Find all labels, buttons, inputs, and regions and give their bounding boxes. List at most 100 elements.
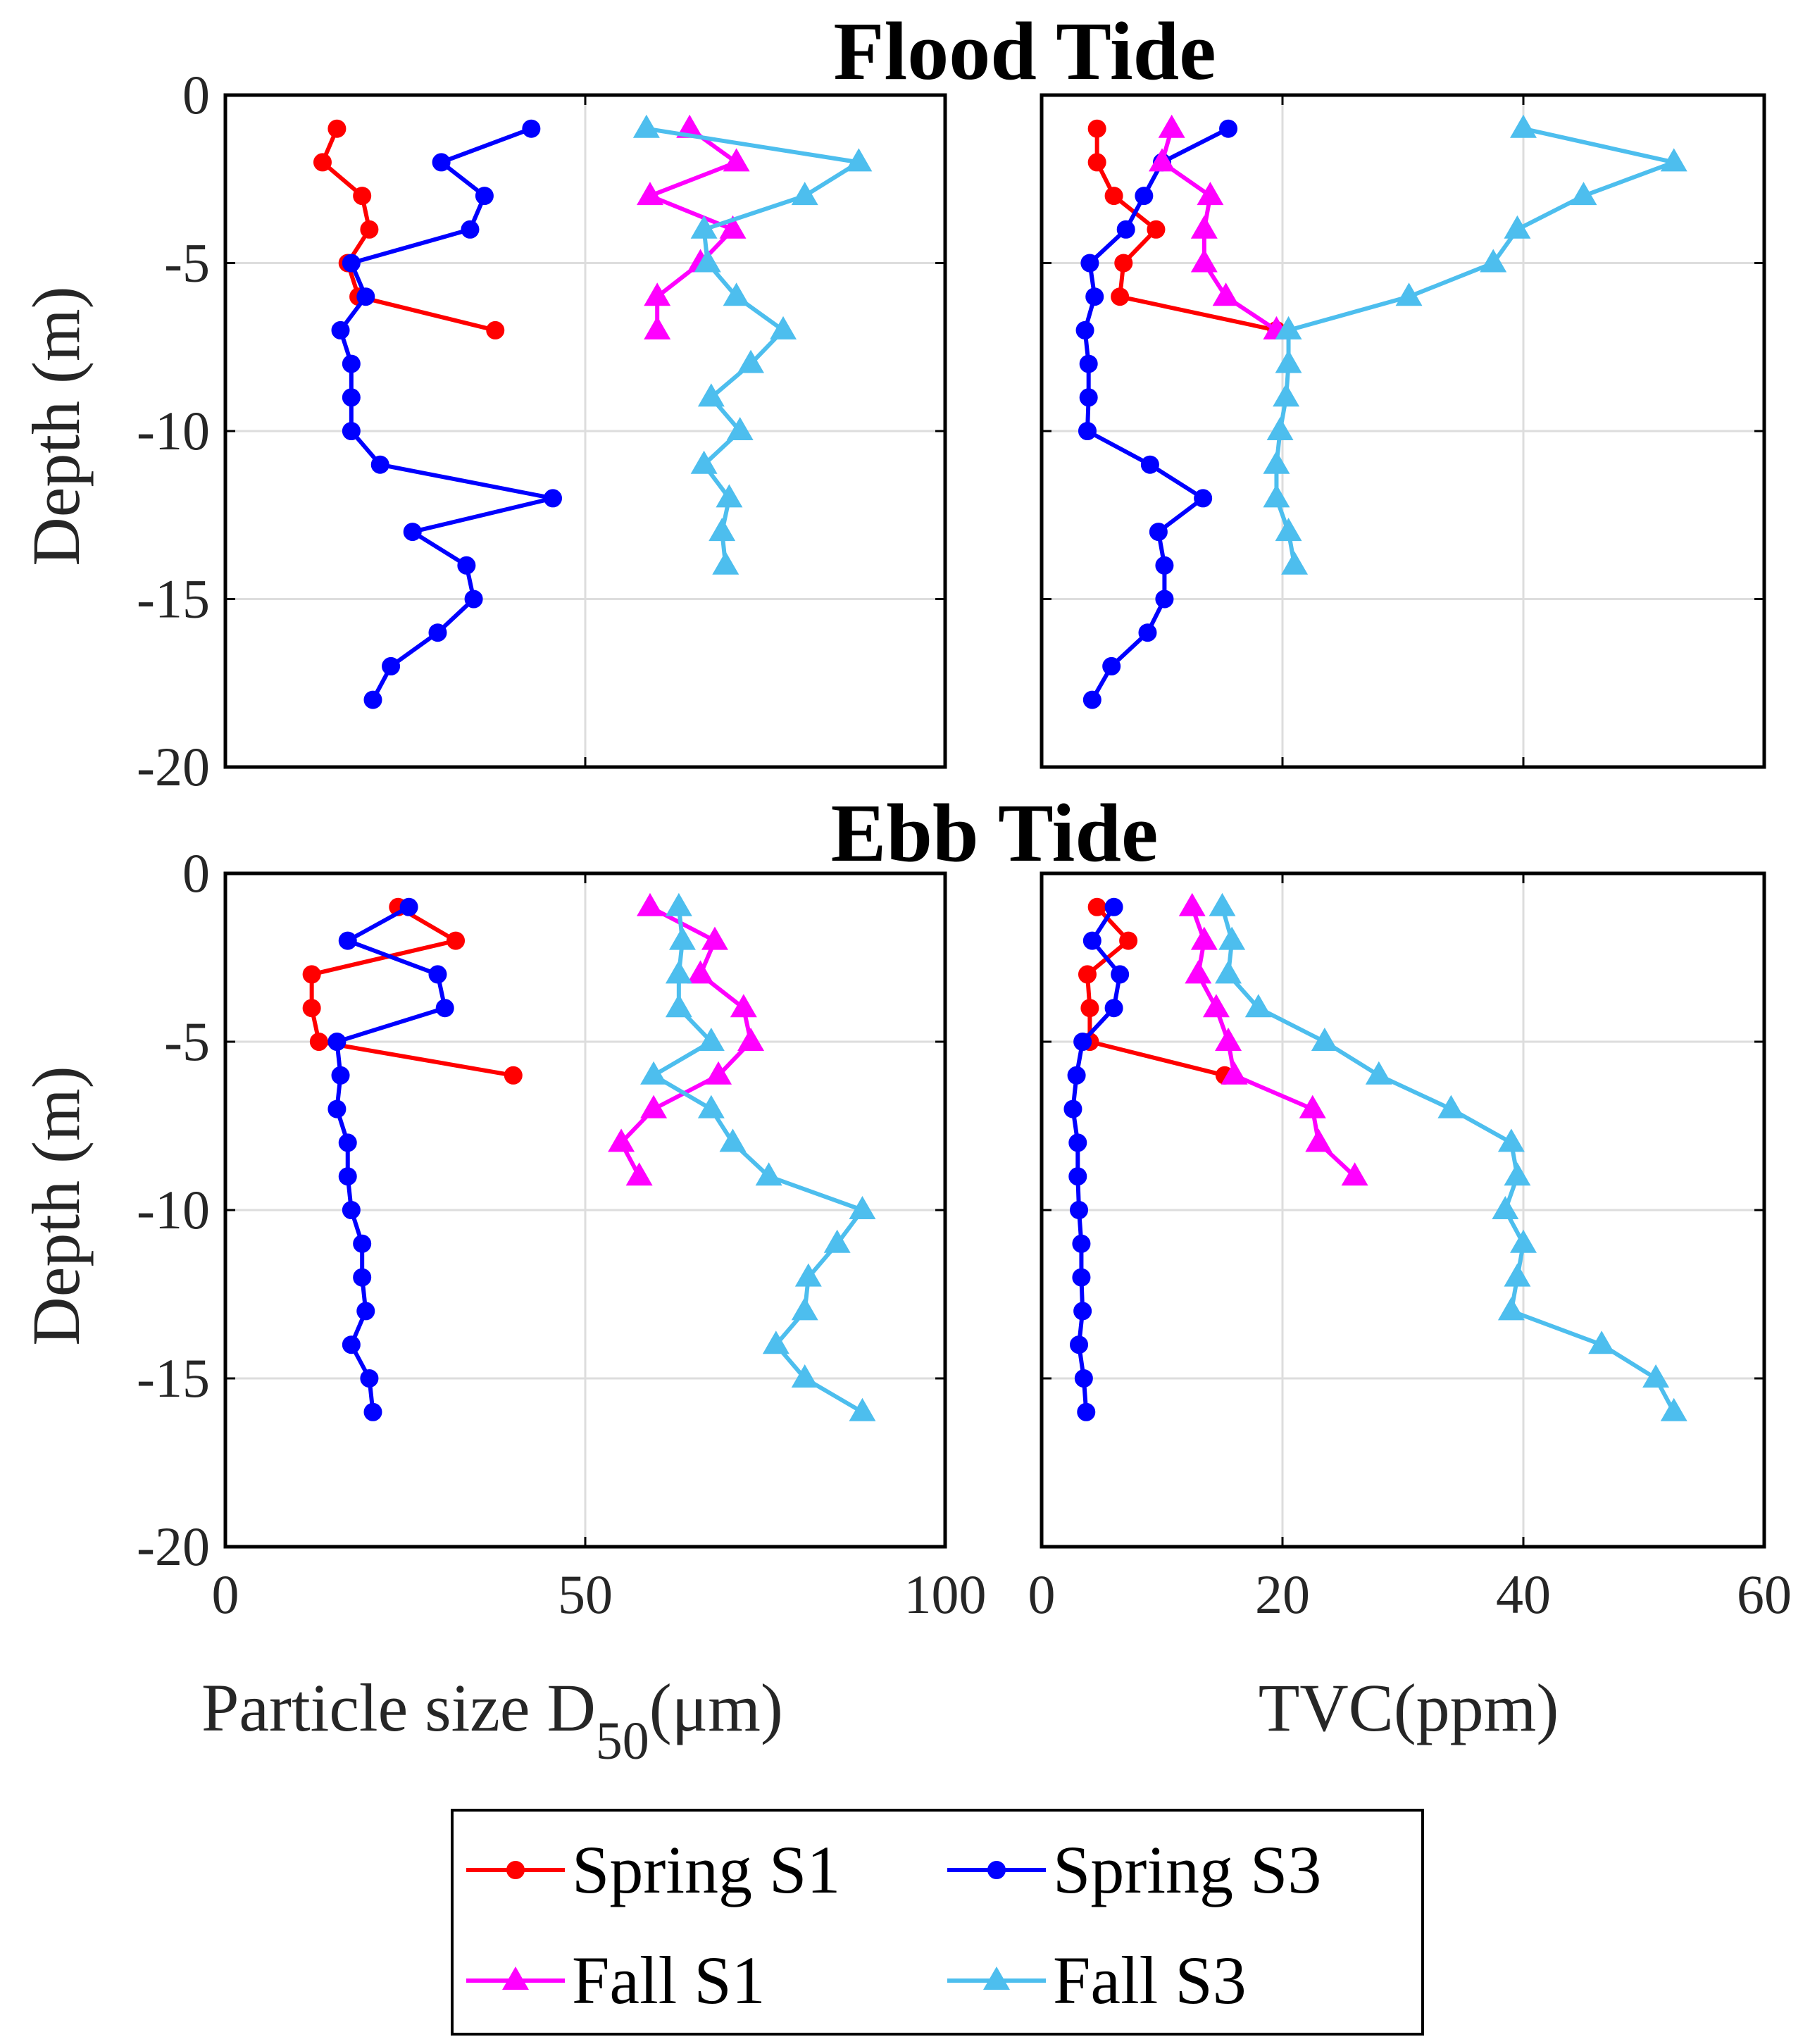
series-fall-s3 <box>632 114 873 575</box>
data-point-spring-s3 <box>522 119 541 138</box>
x-tick-label: 100 <box>904 1564 987 1625</box>
y-tick-label: -20 <box>137 736 210 797</box>
data-point-spring-s3 <box>1135 187 1154 206</box>
y-tick-label: -15 <box>137 1347 210 1409</box>
data-point-fall-s1 <box>644 282 671 306</box>
data-point-fall-s3 <box>640 1061 668 1085</box>
data-point-fall-s1 <box>1190 215 1218 239</box>
data-point-fall-s1 <box>1299 1095 1326 1118</box>
series-spring-s1 <box>302 897 523 1085</box>
data-point-fall-s3 <box>709 518 736 542</box>
data-point-spring-s3 <box>327 1033 347 1051</box>
data-point-spring-s3 <box>428 623 447 642</box>
data-point-spring-s3 <box>338 931 357 950</box>
series-line-fall-s3 <box>1274 126 1676 566</box>
x-axis-label-main: Particle size D <box>201 1670 596 1745</box>
data-point-spring-s1 <box>1087 119 1106 138</box>
series-spring-s1 <box>1078 897 1234 1085</box>
data-point-spring-s3 <box>1116 220 1135 239</box>
data-point-fall-s3 <box>1504 1263 1531 1287</box>
row-title-flood: Flood Tide <box>833 5 1216 97</box>
data-point-spring-s3 <box>544 489 563 508</box>
data-point-fall-s3 <box>762 1331 789 1354</box>
data-point-fall-s3 <box>794 1263 822 1287</box>
data-point-spring-s3 <box>1138 623 1157 642</box>
data-point-fall-s1 <box>1212 282 1240 306</box>
x-axis-label-unit: (μm) <box>649 1670 783 1745</box>
data-point-fall-s3 <box>1365 1061 1392 1085</box>
data-point-spring-s3 <box>342 388 361 407</box>
data-point-fall-s3 <box>1437 1095 1465 1118</box>
data-point-spring-s3 <box>1104 999 1123 1018</box>
data-point-fall-s3 <box>665 994 692 1018</box>
series-fall-s3 <box>1263 114 1687 575</box>
legend-box <box>451 1809 1424 2036</box>
data-point-fall-s3 <box>1497 1297 1525 1321</box>
y-tick-label: 0 <box>182 64 210 125</box>
data-point-fall-s3 <box>1275 518 1302 542</box>
x-tick-label: 40 <box>1496 1564 1551 1625</box>
data-point-fall-s1 <box>1305 1128 1332 1152</box>
data-point-spring-s1 <box>486 320 505 339</box>
data-point-fall-s3 <box>1244 994 1272 1018</box>
data-point-fall-s3 <box>697 383 725 407</box>
data-point-fall-s3 <box>719 1128 747 1152</box>
data-point-spring-s3 <box>1077 1402 1096 1421</box>
data-point-spring-s3 <box>1068 1167 1087 1186</box>
data-point-spring-s3 <box>435 999 454 1018</box>
data-point-spring-s3 <box>342 254 361 273</box>
data-point-spring-s3 <box>331 320 350 339</box>
data-point-spring-s3 <box>1073 1033 1092 1051</box>
data-point-fall-s1 <box>1149 148 1175 172</box>
data-point-fall-s1 <box>1178 892 1206 916</box>
axes-box <box>223 93 947 769</box>
data-point-spring-s3 <box>1080 254 1099 273</box>
data-point-fall-s3 <box>1510 1229 1537 1253</box>
y-tick-label: -10 <box>137 400 210 461</box>
series-fall-s1 <box>1149 114 1290 339</box>
data-point-fall-s3 <box>770 316 797 339</box>
data-point-fall-s3 <box>1209 892 1236 916</box>
data-point-spring-s1 <box>447 931 466 950</box>
y-tick-label: -5 <box>164 232 210 294</box>
data-point-fall-s3 <box>1273 383 1300 407</box>
data-point-spring-s1 <box>360 220 379 239</box>
series-spring-s3 <box>331 119 563 709</box>
data-point-spring-s3 <box>1067 1066 1086 1085</box>
data-point-spring-s1 <box>302 999 321 1018</box>
data-point-fall-s3 <box>1504 1162 1531 1186</box>
data-point-fall-s3 <box>1660 1397 1687 1421</box>
data-point-fall-s3 <box>665 960 692 984</box>
data-point-spring-s3 <box>1079 388 1098 407</box>
data-point-spring-s3 <box>331 1066 350 1085</box>
y-tick-label: -5 <box>164 1011 210 1072</box>
data-point-spring-s1 <box>1104 187 1123 206</box>
data-point-fall-s1 <box>1221 1061 1248 1085</box>
data-point-spring-s3 <box>464 590 483 609</box>
legend-label-fall-s3: Fall S3 <box>1053 1943 1247 2018</box>
data-point-spring-s3 <box>1072 1234 1091 1253</box>
data-point-fall-s3 <box>823 1229 851 1253</box>
data-point-spring-s3 <box>1070 1335 1089 1354</box>
data-point-spring-s3 <box>1082 931 1101 950</box>
data-point-fall-s3 <box>1497 1128 1525 1152</box>
data-point-spring-s1 <box>1119 931 1138 950</box>
data-point-spring-s1 <box>1087 153 1106 172</box>
data-point-fall-s3 <box>1281 551 1309 575</box>
panel-1-1: 0 20 40 60 <box>1028 871 1792 1625</box>
data-point-spring-s3 <box>360 1369 379 1388</box>
series-fall-s1 <box>637 114 750 339</box>
data-point-fall-s1 <box>1215 1027 1242 1051</box>
data-point-fall-s1 <box>723 148 750 172</box>
data-point-fall-s3 <box>791 1364 818 1388</box>
data-point-fall-s3 <box>697 1095 725 1118</box>
legend-entry-spring-s3: Spring S3 <box>947 1832 1321 1907</box>
data-point-spring-s3 <box>382 656 401 675</box>
data-point-spring-s3 <box>1074 1369 1093 1388</box>
data-point-fall-s1 <box>701 926 728 950</box>
legend-label-spring-s1: Spring S1 <box>572 1832 840 1907</box>
data-point-fall-s3 <box>665 892 692 916</box>
series-fall-s3 <box>1209 892 1687 1421</box>
data-point-spring-s1 <box>309 1033 328 1051</box>
